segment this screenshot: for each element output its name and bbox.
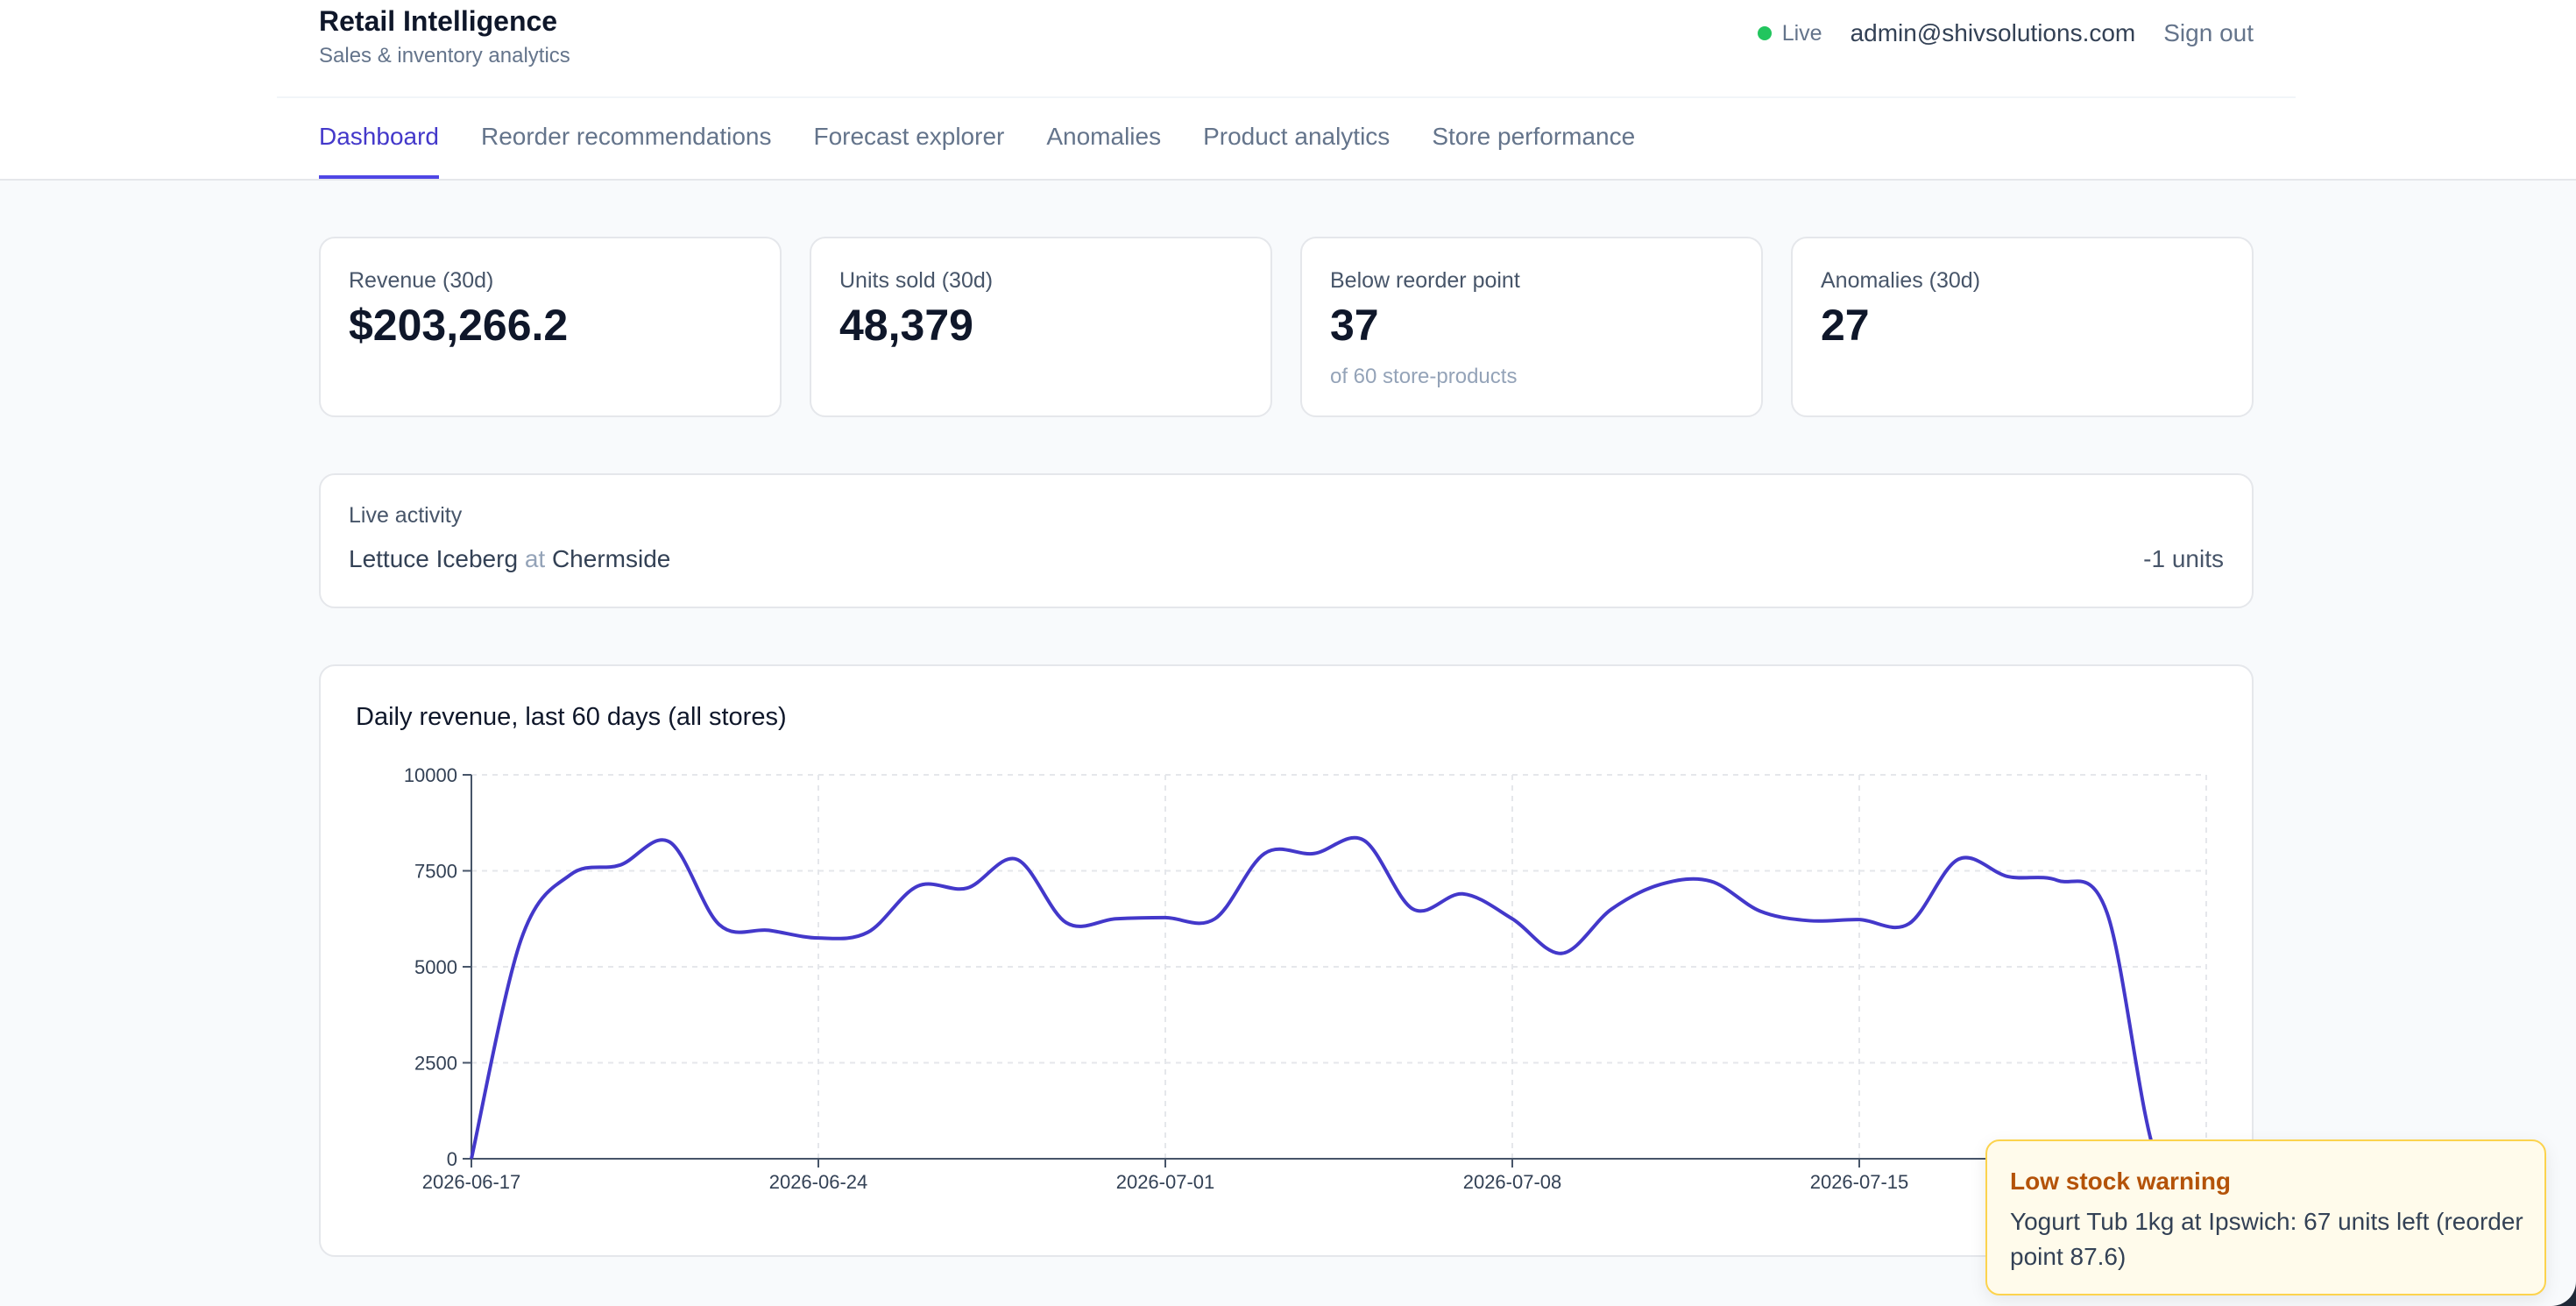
x-tick-label: 2026-06-24 (769, 1171, 868, 1193)
toast-message: Yogurt Tub 1kg at Ipswich: 67 units left… (2010, 1208, 2523, 1270)
x-tick-label: 2026-06-17 (422, 1171, 521, 1193)
kpi-subtext: of 60 store-products (1330, 365, 1518, 388)
x-tick-label: 2026-07-15 (1810, 1171, 1909, 1193)
revenue-series-line (470, 835, 2206, 1160)
kpi-value: 48,379 (839, 301, 973, 350)
y-tick-label: 0 (447, 1148, 457, 1170)
kpi-value: 37 (1330, 301, 1379, 350)
header-divider (277, 96, 2296, 98)
tab-reorder-recommendations[interactable]: Reorder recommendations (480, 123, 772, 150)
tab-forecast-explorer[interactable]: Forecast explorer (813, 123, 1005, 150)
kpi-label: Below reorder point (1330, 268, 1520, 293)
y-tick-label: 7500 (414, 861, 457, 883)
kpi-card-units-sold: Units sold (30d) 48,379 (810, 237, 1272, 417)
kpi-label: Anomalies (30d) (1821, 268, 1981, 293)
main-nav: Dashboard Reorder recommendations Foreca… (319, 96, 1677, 179)
kpi-card-anomalies: Anomalies (30d) 27 (1791, 237, 2254, 417)
live-status-dot-icon (1757, 26, 1772, 40)
live-activity-label: Live activity (349, 503, 463, 528)
tab-dashboard[interactable]: Dashboard (319, 96, 439, 179)
kpi-card-revenue: Revenue (30d) $203,266.2 (319, 237, 782, 417)
tab-product-analytics[interactable]: Product analytics (1203, 123, 1391, 150)
revenue-line-chart: 0 2500 5000 7500 10000 2026-06-17 2026-06-24 20… (404, 764, 2207, 1193)
app-subtitle: Sales & inventory analytics (319, 44, 570, 67)
toast-title: Low stock warning (2010, 1168, 2232, 1195)
y-tick-label: 10000 (404, 764, 457, 786)
x-tick-label: 2026-07-01 (1116, 1171, 1215, 1193)
activity-units: -1 units (2143, 545, 2224, 572)
low-stock-toast[interactable]: Low stock warning Yogurt Tub 1kg at Ipsw… (1985, 1139, 2546, 1295)
kpi-label: Units sold (30d) (839, 268, 994, 293)
live-activity-event: Lettuce Iceberg at Chermside (349, 545, 670, 573)
kpi-label: Revenue (30d) (349, 268, 494, 293)
revenue-chart-card: Daily revenue, last 60 days (all stores)… (319, 664, 2254, 1257)
header-actions: Live admin@shivsolutions.com Sign out (1757, 19, 2254, 47)
y-tick-label: 5000 (414, 956, 457, 978)
app-title: Retail Intelligence (319, 5, 558, 37)
activity-product: Lettuce Iceberg (349, 545, 519, 572)
live-activity-card: Live activity Lettuce Iceberg at Chermsi… (319, 473, 2254, 608)
chart-title: Daily revenue, last 60 days (all stores) (356, 703, 787, 731)
tab-store-performance[interactable]: Store performance (1432, 123, 1636, 150)
kpi-value: 27 (1821, 301, 1870, 350)
app-header: Retail Intelligence Sales & inventory an… (0, 0, 2576, 181)
activity-store: Chermside (551, 545, 671, 572)
live-status-label: Live (1781, 20, 1822, 46)
tab-anomalies[interactable]: Anomalies (1046, 123, 1162, 150)
user-email: admin@shivsolutions.com (1850, 19, 2136, 46)
sign-out-link[interactable]: Sign out (2163, 19, 2254, 46)
y-tick-label: 2500 (414, 1053, 457, 1075)
activity-at: at (524, 545, 546, 572)
x-tick-label: 2026-07-08 (1463, 1171, 1562, 1193)
kpi-value: $203,266.2 (349, 301, 569, 350)
kpi-card-below-reorder: Below reorder point 37 of 60 store-produ… (1300, 237, 1763, 417)
